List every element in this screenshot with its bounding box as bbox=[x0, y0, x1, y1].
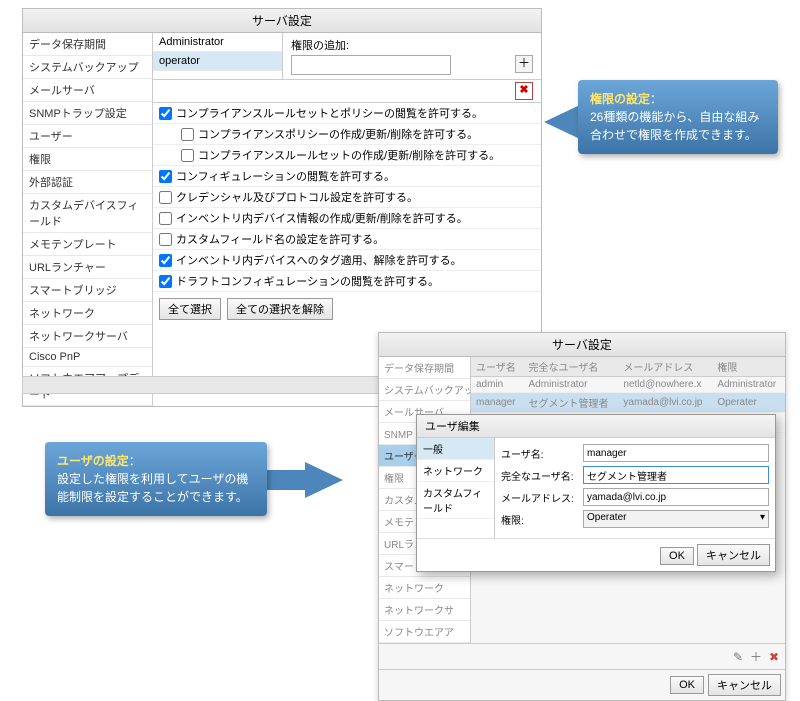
sidebar-item[interactable]: 外部認証 bbox=[23, 171, 152, 194]
dialog-form: ユーザ名: 完全なユーザ名: メールアドレス: 権限: Operater▾ bbox=[495, 438, 775, 538]
permission-label: インベントリ内デバイスへのタグ適用、解除を許可する。 bbox=[176, 252, 462, 268]
add-privilege-area: 権限の追加: ＋ bbox=[283, 33, 541, 79]
arrow-right-bar bbox=[266, 470, 306, 490]
permission-label: コンプライアンスルールセットの作成/更新/削除を許可する。 bbox=[198, 147, 500, 163]
sidebar-item[interactable]: ユーザー bbox=[23, 125, 152, 148]
delete-button[interactable]: ✖ bbox=[515, 82, 533, 100]
ok-button[interactable]: OK bbox=[670, 676, 704, 694]
user-list-item[interactable]: Administrator bbox=[153, 33, 282, 52]
permission-checkbox[interactable] bbox=[159, 233, 172, 246]
settings-sidebar: データ保存期間システムバックアップメールサーバSNMPトラップ設定ユーザー権限外… bbox=[23, 33, 153, 406]
panel2-footer: ✎ ＋ ✖ bbox=[379, 643, 785, 669]
sidebar-item[interactable]: URLランチャー bbox=[23, 256, 152, 279]
permission-label: コンフィギュレーションの閲覧を許可する。 bbox=[176, 168, 395, 184]
dialog-ok-button[interactable]: OK bbox=[660, 547, 694, 565]
permission-checkbox[interactable] bbox=[159, 275, 172, 288]
username-input[interactable] bbox=[583, 444, 769, 462]
fullname-label: 完全なユーザ名: bbox=[501, 468, 577, 483]
permission-row: コンプライアンスポリシーの作成/更新/削除を許可する。 bbox=[153, 124, 541, 145]
permission-label: インベントリ内デバイス情報の作成/更新/削除を許可する。 bbox=[176, 210, 468, 226]
permission-label: コンプライアンスルールセットとポリシーの閲覧を許可する。 bbox=[176, 105, 483, 121]
callout-privilege: 権限の設定：26種類の機能から、自由な組み合わせで権限を作成できます。 bbox=[578, 80, 778, 154]
add-privilege-label: 権限の追加: bbox=[291, 37, 533, 53]
panel-title: サーバ設定 bbox=[379, 333, 785, 357]
permission-row: クレデンシャル及びプロトコル設定を許可する。 bbox=[153, 187, 541, 208]
permission-label: クレデンシャル及びプロトコル設定を許可する。 bbox=[176, 189, 418, 205]
permission-row: インベントリ内デバイス情報の作成/更新/削除を許可する。 bbox=[153, 208, 541, 229]
dialog-tabs: 一般ネットワークカスタムフィールド bbox=[417, 438, 495, 538]
callout-title: 権限の設定 bbox=[590, 92, 650, 106]
email-input[interactable] bbox=[583, 488, 769, 506]
arrow-left-icon bbox=[544, 104, 582, 140]
permission-row: コンプライアンスルールセットの作成/更新/削除を許可する。 bbox=[153, 145, 541, 166]
sidebar-item[interactable]: メールサーバ bbox=[23, 79, 152, 102]
table-header: メールアドレス bbox=[618, 357, 712, 377]
sidebar-item[interactable]: ネットワーク bbox=[379, 577, 470, 599]
permission-label: コンプライアンスポリシーの作成/更新/削除を許可する。 bbox=[198, 126, 478, 142]
permission-checkbox[interactable] bbox=[159, 212, 172, 225]
permission-row: カスタムフィールド名の設定を許可する。 bbox=[153, 229, 541, 250]
permission-row: コンフィギュレーションの閲覧を許可する。 bbox=[153, 166, 541, 187]
add-button[interactable]: ＋ bbox=[515, 55, 533, 73]
permission-row: コンプライアンスルールセットとポリシーの閲覧を許可する。 bbox=[153, 103, 541, 124]
permission-label: ドラフトコンフィギュレーションの閲覧を許可する。 bbox=[176, 273, 439, 289]
sidebar-item[interactable]: ソフトウエアア bbox=[379, 621, 470, 643]
add-icon[interactable]: ＋ bbox=[749, 648, 763, 665]
permission-checkbox[interactable] bbox=[181, 149, 194, 162]
username-label: ユーザ名: bbox=[501, 446, 577, 461]
dialog-tab[interactable]: カスタムフィールド bbox=[417, 482, 494, 519]
panel-title: サーバ設定 bbox=[23, 9, 541, 33]
permission-checkbox[interactable] bbox=[159, 254, 172, 267]
sidebar-item[interactable]: Cisco PnP bbox=[23, 348, 152, 367]
sidebar-item[interactable]: システムバックアップ bbox=[23, 56, 152, 79]
user-list-item[interactable]: operator bbox=[153, 52, 282, 71]
permission-list: コンプライアンスルールセットとポリシーの閲覧を許可する。コンプライアンスポリシー… bbox=[153, 103, 541, 292]
permission-checkbox[interactable] bbox=[159, 191, 172, 204]
sidebar-item[interactable]: メモテンプレート bbox=[23, 233, 152, 256]
dialog-cancel-button[interactable]: キャンセル bbox=[697, 544, 770, 566]
add-privilege-input[interactable] bbox=[291, 55, 451, 75]
dialog-title: ユーザ編集 bbox=[417, 415, 775, 438]
callout-user: ユーザの設定：設定した権限を利用してユーザの機能制限を設定することができます。 bbox=[45, 442, 267, 516]
sidebar-item[interactable]: システムバックアップ bbox=[379, 379, 470, 401]
sidebar-item[interactable]: データ保存期間 bbox=[23, 33, 152, 56]
sidebar-item[interactable]: ネットワークサ bbox=[379, 599, 470, 621]
fullname-input[interactable] bbox=[583, 466, 769, 484]
table-header: 完全なユーザ名 bbox=[524, 357, 619, 377]
privilege-label: 権限: bbox=[501, 512, 577, 527]
permission-checkbox[interactable] bbox=[159, 170, 172, 183]
permission-checkbox[interactable] bbox=[181, 128, 194, 141]
table-header: 権限 bbox=[712, 357, 785, 377]
remove-icon[interactable]: ✖ bbox=[767, 650, 781, 664]
edit-icon[interactable]: ✎ bbox=[731, 650, 745, 664]
user-list: Administratoroperator bbox=[153, 33, 283, 79]
sidebar-item[interactable]: SNMPトラップ設定 bbox=[23, 102, 152, 125]
permission-row: ドラフトコンフィギュレーションの閲覧を許可する。 bbox=[153, 271, 541, 292]
dialog-tab[interactable]: 一般 bbox=[417, 438, 494, 460]
sidebar-item[interactable]: スマートブリッジ bbox=[23, 279, 152, 302]
arrow-right-icon bbox=[305, 462, 343, 498]
sidebar-item[interactable]: ネットワーク bbox=[23, 302, 152, 325]
panel2-buttons: OK キャンセル bbox=[379, 669, 785, 700]
table-row[interactable]: managerセグメント管理者yamada@lvi.co.jpOperater bbox=[471, 393, 785, 413]
deselect-all-button[interactable]: 全ての選択を解除 bbox=[227, 298, 333, 320]
privilege-select[interactable]: Operater▾ bbox=[583, 510, 769, 528]
cancel-button[interactable]: キャンセル bbox=[708, 674, 781, 696]
select-all-button[interactable]: 全て選択 bbox=[159, 298, 221, 320]
sidebar-item[interactable]: ネットワークサーバ bbox=[23, 325, 152, 348]
table-header: ユーザ名 bbox=[471, 357, 524, 377]
sidebar-item[interactable]: データ保存期間 bbox=[379, 357, 470, 379]
permission-label: カスタムフィールド名の設定を許可する。 bbox=[176, 231, 384, 247]
table-row[interactable]: adminAdministratornetld@nowhere.xAdminis… bbox=[471, 377, 785, 393]
sidebar-item[interactable]: 権限 bbox=[23, 148, 152, 171]
sidebar-item[interactable]: カスタムデバイスフィールド bbox=[23, 194, 152, 233]
user-edit-dialog: ユーザ編集 一般ネットワークカスタムフィールド ユーザ名: 完全なユーザ名: メ… bbox=[416, 414, 776, 572]
dialog-tab[interactable]: ネットワーク bbox=[417, 460, 494, 482]
permission-checkbox[interactable] bbox=[159, 107, 172, 120]
callout-title: ユーザの設定 bbox=[57, 454, 129, 468]
permission-row: インベントリ内デバイスへのタグ適用、解除を許可する。 bbox=[153, 250, 541, 271]
email-label: メールアドレス: bbox=[501, 490, 577, 505]
